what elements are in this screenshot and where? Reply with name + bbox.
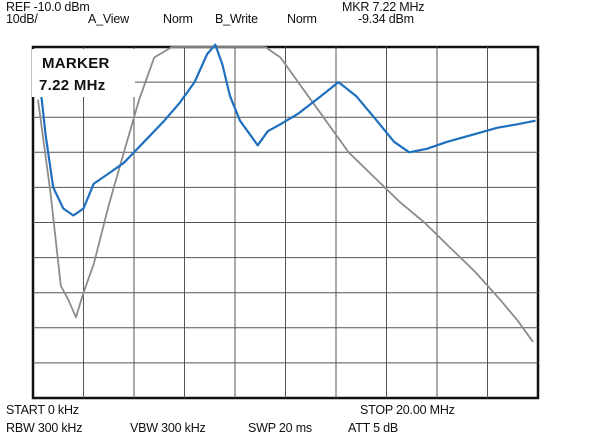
trace-a-line: [37, 46, 534, 343]
trace-a-detector: Norm: [163, 12, 193, 26]
marker-box: MARKER 7.22 MHz: [32, 49, 135, 97]
start-frequency: START 0 kHz: [6, 403, 79, 417]
marker-frequency-readout: MKR 7.22 MHz: [342, 0, 425, 14]
stop-frequency: STOP 20.00 MHz: [360, 403, 455, 417]
attenuation: ATT 5 dB: [348, 421, 399, 435]
marker-level-readout: -9.34 dBm: [358, 12, 414, 26]
trace-b-detector: Norm: [287, 12, 317, 26]
vbw-setting: VBW 300 kHz: [130, 421, 206, 435]
traces: [37, 43, 536, 343]
trace-a-mode: A_View: [88, 12, 129, 26]
marker-title: MARKER: [42, 55, 110, 72]
scale-per-div: 10dB/: [6, 12, 38, 26]
ref-level: REF -10.0 dBm: [6, 0, 90, 14]
trace-b-mode: B_Write: [215, 12, 258, 26]
sweep-time: SWP 20 ms: [248, 421, 312, 435]
trace-b-line: [39, 43, 536, 217]
marker-frequency: 7.22 MHz: [39, 77, 106, 94]
rbw-setting: RBW 300 kHz: [6, 421, 83, 435]
